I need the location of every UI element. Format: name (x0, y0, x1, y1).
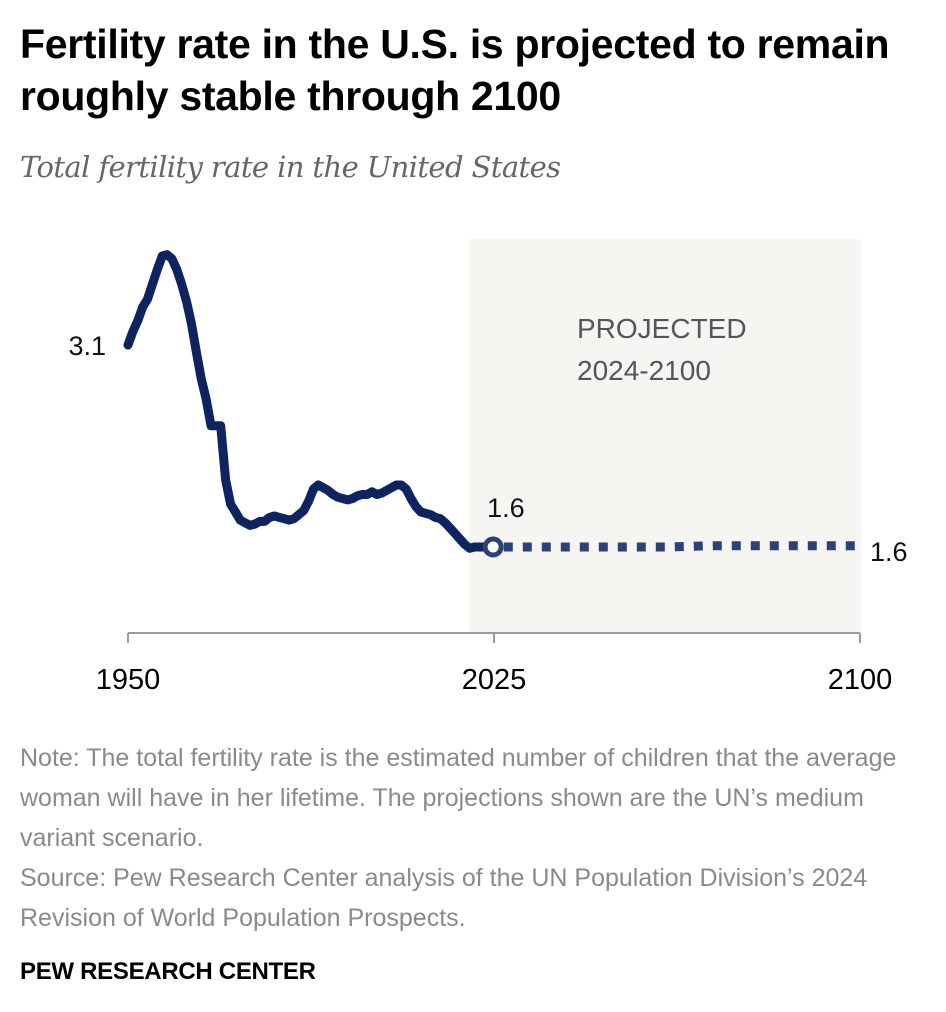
projected-series-line (503, 541, 860, 552)
data-label: 3.1 (68, 331, 106, 361)
chart-subtitle: Total fertility rate in the United State… (20, 150, 561, 184)
projection-range-label: 2024-2100 (577, 355, 711, 386)
x-tick-label: 2100 (828, 664, 893, 696)
data-label: 1.6 (487, 493, 525, 523)
footnotes: Note: The total fertility rate is the es… (20, 738, 940, 938)
x-tick-label: 1950 (96, 664, 161, 696)
historical-series-line (123, 250, 494, 553)
source-text: Source: Pew Research Center analysis of … (20, 864, 868, 932)
brand-logo-text: PEW RESEARCH CENTER (20, 958, 316, 985)
note-text: Note: The total fertility rate is the es… (20, 744, 897, 852)
projection-label: PROJECTED (577, 313, 747, 344)
projection-band (469, 239, 861, 633)
current-value-marker (482, 536, 504, 558)
line-chart: PROJECTED 2024-2100 1950 2025 2100 3.1 1.6 1… (68, 239, 908, 696)
x-tick-label: 2025 (462, 664, 527, 696)
x-axis-ticks: 1950 2025 2100 (96, 633, 893, 696)
data-labels: 3.1 1.6 1.6 (68, 331, 907, 567)
data-label: 1.6 (870, 537, 908, 567)
chart-title: Fertility rate in the U.S. is projected … (20, 21, 890, 119)
